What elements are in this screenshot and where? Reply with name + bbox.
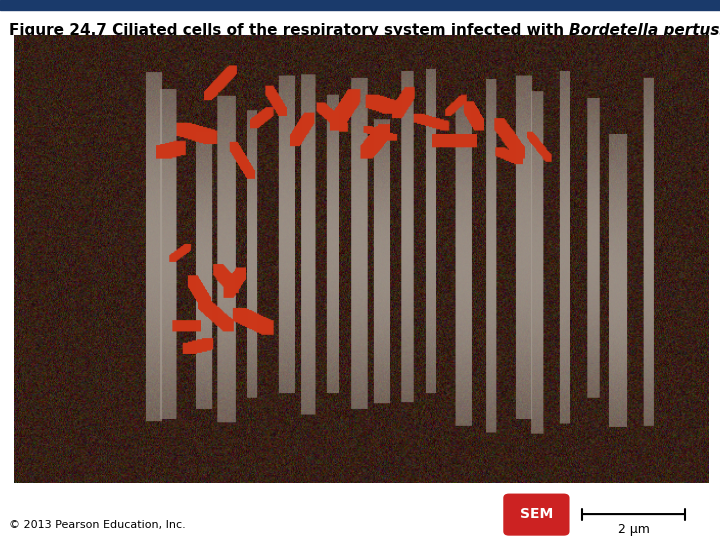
Text: 2 μm: 2 μm bbox=[618, 523, 649, 536]
Text: B. pertussis: B. pertussis bbox=[14, 137, 126, 155]
Text: Cilia: Cilia bbox=[504, 282, 544, 301]
Text: © 2013 Pearson Education, Inc.: © 2013 Pearson Education, Inc. bbox=[9, 520, 185, 530]
FancyBboxPatch shape bbox=[503, 494, 570, 536]
Text: Figure 24.7 Ciliated cells of the respiratory system infected with: Figure 24.7 Ciliated cells of the respir… bbox=[9, 23, 569, 38]
Bar bbox=[0, 0, 720, 10]
Text: Bordetella pertussis.: Bordetella pertussis. bbox=[569, 23, 720, 38]
Text: SEM: SEM bbox=[520, 507, 553, 521]
